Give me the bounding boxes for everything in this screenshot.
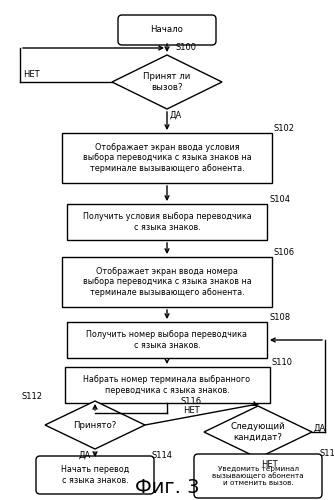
Text: S114: S114	[152, 451, 173, 460]
Text: НЕТ: НЕТ	[183, 406, 200, 415]
Text: S108: S108	[269, 313, 290, 322]
Text: ДА: ДА	[314, 424, 326, 432]
Bar	[65, 367, 269, 403]
Text: НЕТ: НЕТ	[23, 70, 40, 79]
Text: Отображает экран ввода условия
выбора переводчика с языка знаков на
терминале вы: Отображает экран ввода условия выбора пе…	[83, 143, 251, 173]
Text: S112: S112	[22, 392, 43, 401]
Text: S106: S106	[274, 248, 295, 257]
FancyBboxPatch shape	[36, 456, 154, 494]
Text: Фиг. 3: Фиг. 3	[135, 478, 199, 497]
FancyBboxPatch shape	[194, 454, 322, 498]
Text: Начать перевод
с языка знаков.: Начать перевод с языка знаков.	[61, 466, 129, 484]
Text: S102: S102	[274, 124, 295, 133]
Text: Отображает экран ввода номера
выбора переводчика с языка знаков на
терминале выз: Отображает экран ввода номера выбора пер…	[83, 267, 251, 297]
Bar	[62, 257, 272, 307]
Text: Следующий
кандидат?: Следующий кандидат?	[230, 422, 285, 442]
Text: Получить условия выбора переводчика
с языка знаков.: Получить условия выбора переводчика с яз…	[83, 212, 251, 232]
Text: Принят ли
вызов?: Принят ли вызов?	[143, 72, 191, 92]
Text: ДА: ДА	[170, 111, 182, 120]
Text: Набрать номер терминала выбранного
переводчика с языка знаков.: Набрать номер терминала выбранного перев…	[83, 376, 251, 394]
Text: Принято?: Принято?	[73, 420, 117, 430]
Text: S110: S110	[271, 358, 292, 367]
Text: Начало: Начало	[150, 26, 184, 35]
Text: НЕТ: НЕТ	[261, 460, 278, 469]
Text: Уведомить терминал
вызывающего абонента
и отменить вызов.: Уведомить терминал вызывающего абонента …	[212, 466, 304, 486]
Bar	[67, 204, 267, 240]
Text: S104: S104	[269, 195, 290, 204]
Bar	[67, 322, 267, 358]
Text: ДА: ДА	[79, 451, 91, 460]
Text: Получить номер выбора переводчика
с языка знаков.: Получить номер выбора переводчика с язык…	[86, 330, 248, 349]
Polygon shape	[112, 55, 222, 109]
Text: S118: S118	[320, 449, 335, 458]
Text: S116: S116	[181, 397, 202, 406]
Polygon shape	[45, 401, 145, 449]
Polygon shape	[204, 406, 312, 458]
FancyBboxPatch shape	[118, 15, 216, 45]
Text: S100: S100	[175, 43, 196, 52]
Bar	[62, 133, 272, 183]
